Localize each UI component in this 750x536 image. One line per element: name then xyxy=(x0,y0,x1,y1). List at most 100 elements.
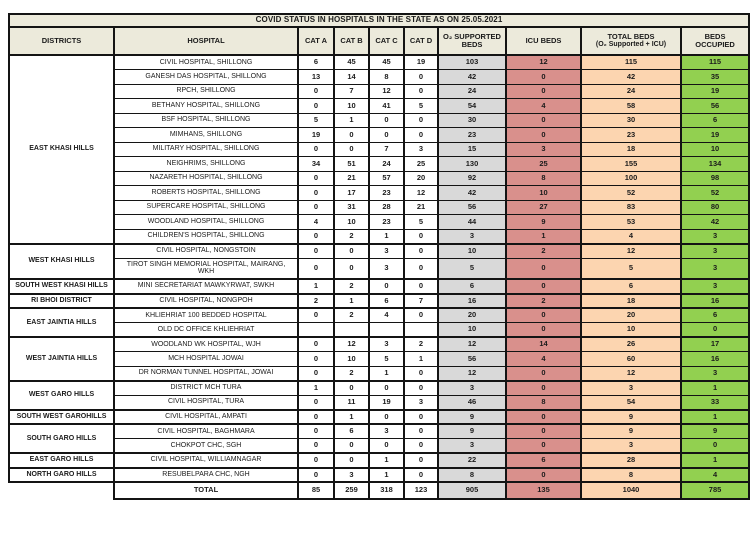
cell-cat-c: 7 xyxy=(368,141,405,157)
cell-icu-beds: 0 xyxy=(505,466,582,483)
total-label-cell: TOTAL xyxy=(113,481,299,500)
cell-total-beds: 3 xyxy=(580,379,682,396)
cell-cat-c: 1 xyxy=(368,452,405,468)
cell-beds-occupied: 16 xyxy=(679,351,750,367)
cell-cat-a: 0 xyxy=(297,307,335,323)
cell-total-beds: 3 xyxy=(580,438,682,454)
cell-icu-beds: 10 xyxy=(505,185,582,201)
hospital-cell: WOODLAND WK HOSPITAL, WJH xyxy=(113,336,299,352)
cell-total-beds: 52 xyxy=(580,185,682,201)
hospital-row: CHOKPOT CHC, SGH 0 0 0 0 3 0 3 0 xyxy=(9,438,750,454)
hospital-cell: CIVIL HOSPITAL, SHILLONG xyxy=(113,54,299,70)
hospital-cell: WOODLAND HOSPITAL, SHILLONG xyxy=(113,214,299,230)
cell-cat-a: 0 xyxy=(297,466,335,483)
cell-cat-d: 3 xyxy=(403,141,439,157)
cell-cat-a: 0 xyxy=(297,423,335,439)
cell-beds-occupied: 3 xyxy=(679,242,750,259)
cell-icu-beds: 2 xyxy=(505,292,582,309)
title-row: COVID STATUS IN HOSPITALS IN THE STATE A… xyxy=(7,13,750,28)
district-cell: SOUTH WEST KHASI HILLS xyxy=(8,278,115,294)
header-row: DISTRICTS HOSPITAL CAT A CAT B CAT C CAT… xyxy=(8,26,750,56)
cell-cat-d: 20 xyxy=(403,170,439,186)
covid-status-sheet: COVID STATUS IN HOSPITALS IN THE STATE A… xyxy=(7,13,750,500)
cell-cat-c: 24 xyxy=(368,156,405,172)
cell-beds-occupied: 19 xyxy=(679,83,750,99)
cell-cat-b: 0 xyxy=(333,379,370,396)
cell-cat-b: 12 xyxy=(333,336,370,352)
cell-cat-c: 6 xyxy=(368,292,405,309)
cell-beds-occupied: 0 xyxy=(679,438,750,454)
cell-cat-d: 0 xyxy=(403,365,439,381)
hospital-name: DR NORMAN TUNNEL HOSPITAL, JOWAI xyxy=(138,369,274,377)
cell-cat-c: 8 xyxy=(368,69,405,85)
cell-total-beds: 53 xyxy=(580,214,682,230)
cell-cat-b: 0 xyxy=(333,452,370,468)
cell-o2-beds: 130 xyxy=(437,156,507,172)
cell-icu-beds: 4 xyxy=(505,98,582,114)
cell-o2-beds: 54 xyxy=(437,98,507,114)
cell-beds-occupied: 52 xyxy=(679,185,750,201)
hospital-cell: SUPERCARE HOSPITAL, SHILLONG xyxy=(113,199,299,215)
cell-cat-a: 6 xyxy=(297,54,335,70)
cell-o2-beds: 22 xyxy=(437,452,507,468)
hospital-row: WEST JAINTIA HILLS WOODLAND WK HOSPITAL, … xyxy=(8,336,750,381)
cell-cat-d: 0 xyxy=(403,278,439,294)
cell-cat-a: 0 xyxy=(297,170,335,186)
hospital-cell: CHILDREN'S HOSPITAL, SHILLONG xyxy=(113,228,299,244)
cell-cat-a: 0 xyxy=(297,257,335,280)
cell-cat-c: 5 xyxy=(368,351,405,367)
cell-total-beds: 83 xyxy=(580,199,682,215)
hospital-name: CHOKPOT CHC, SGH xyxy=(170,441,242,449)
cell-icu-beds: 0 xyxy=(505,69,582,85)
cell-total-beds: 26 xyxy=(580,336,682,352)
hospital-row: MCH HOSPITAL JOWAI 0 10 5 1 56 4 60 16 xyxy=(9,351,750,367)
cell-cat-a: 1 xyxy=(297,278,335,294)
cell-cat-c: 3 xyxy=(368,423,405,439)
cell-cat-c: 57 xyxy=(368,170,405,186)
cell-cat-a xyxy=(297,322,335,338)
cell-beds-occupied: 35 xyxy=(679,69,750,85)
cell-cat-a: 2 xyxy=(297,292,335,309)
cell-o2-beds: 92 xyxy=(437,170,507,186)
cell-icu-beds: 0 xyxy=(505,83,582,99)
cell-icu-beds: 25 xyxy=(505,156,582,172)
cell-cat-d: 7 xyxy=(403,292,439,309)
cell-cat-a: 0 xyxy=(297,438,335,454)
hospital-cell: MILITARY HOSPITAL, SHILLONG xyxy=(113,141,299,157)
cell-total-beds: 60 xyxy=(580,351,682,367)
cell-icu-beds: 0 xyxy=(505,257,582,280)
cell-beds-occupied: 3 xyxy=(679,278,750,294)
hospital-row: DR NORMAN TUNNEL HOSPITAL, JOWAI 0 2 1 0 12 0 1… xyxy=(9,365,750,381)
hospital-cell: NAZARETH HOSPITAL, SHILLONG xyxy=(113,170,299,186)
total-row-empty-cell xyxy=(9,481,115,499)
cell-cat-a: 4 xyxy=(297,214,335,230)
report-title: COVID STATUS IN HOSPITALS IN THE STATE A… xyxy=(7,13,750,28)
cell-cat-b: 1 xyxy=(333,408,370,425)
hospital-row: MILITARY HOSPITAL, SHILLONG 0 0 7 3 15 3 18 10 xyxy=(9,141,750,157)
cell-beds-occupied: 3 xyxy=(679,365,750,381)
cell-cat-b xyxy=(333,322,370,338)
cell-icu-beds: 0 xyxy=(505,408,582,425)
cell-total-beds: 5 xyxy=(580,257,682,280)
hospital-row: RPCH, SHILLONG 0 7 12 0 24 0 24 19 xyxy=(9,83,750,99)
hospital-cell: DR NORMAN TUNNEL HOSPITAL, JOWAI xyxy=(113,365,299,381)
col-header-districts: DISTRICTS xyxy=(8,26,115,56)
hospital-name: NAZARETH HOSPITAL, SHILLONG xyxy=(149,174,263,182)
cell-beds-occupied: 4 xyxy=(679,466,750,483)
cell-cat-c: 1 xyxy=(368,228,405,244)
hospital-cell: BSF HOSPITAL, SHILLONG xyxy=(113,112,299,128)
hospital-cell: CIVIL HOSPITAL, WILLIAMNAGAR xyxy=(113,452,299,468)
hospital-name: MILITARY HOSPITAL, SHILLONG xyxy=(152,145,260,153)
cell-icu-beds: 135 xyxy=(505,481,582,500)
hospital-row: RI BHOI DISTRICT CIVIL HOSPITAL, NONGPOH 2… xyxy=(8,292,750,309)
hospital-row: EAST GARO HILLS CIVIL HOSPITAL, WILLIAMNA… xyxy=(8,452,750,468)
cell-cat-b: 1 xyxy=(333,292,370,309)
cell-cat-d xyxy=(403,322,439,338)
cell-cat-c: 0 xyxy=(368,438,405,454)
cell-beds-occupied: 19 xyxy=(679,127,750,143)
cell-o2-beds: 3 xyxy=(437,438,507,454)
hospital-name: OLD DC OFFICE KHLIEHRIAT xyxy=(157,325,255,333)
cell-cat-a: 1 xyxy=(297,379,335,396)
district-cell: EAST KHASI HILLS xyxy=(8,54,115,244)
cell-cat-b: 10 xyxy=(333,214,370,230)
